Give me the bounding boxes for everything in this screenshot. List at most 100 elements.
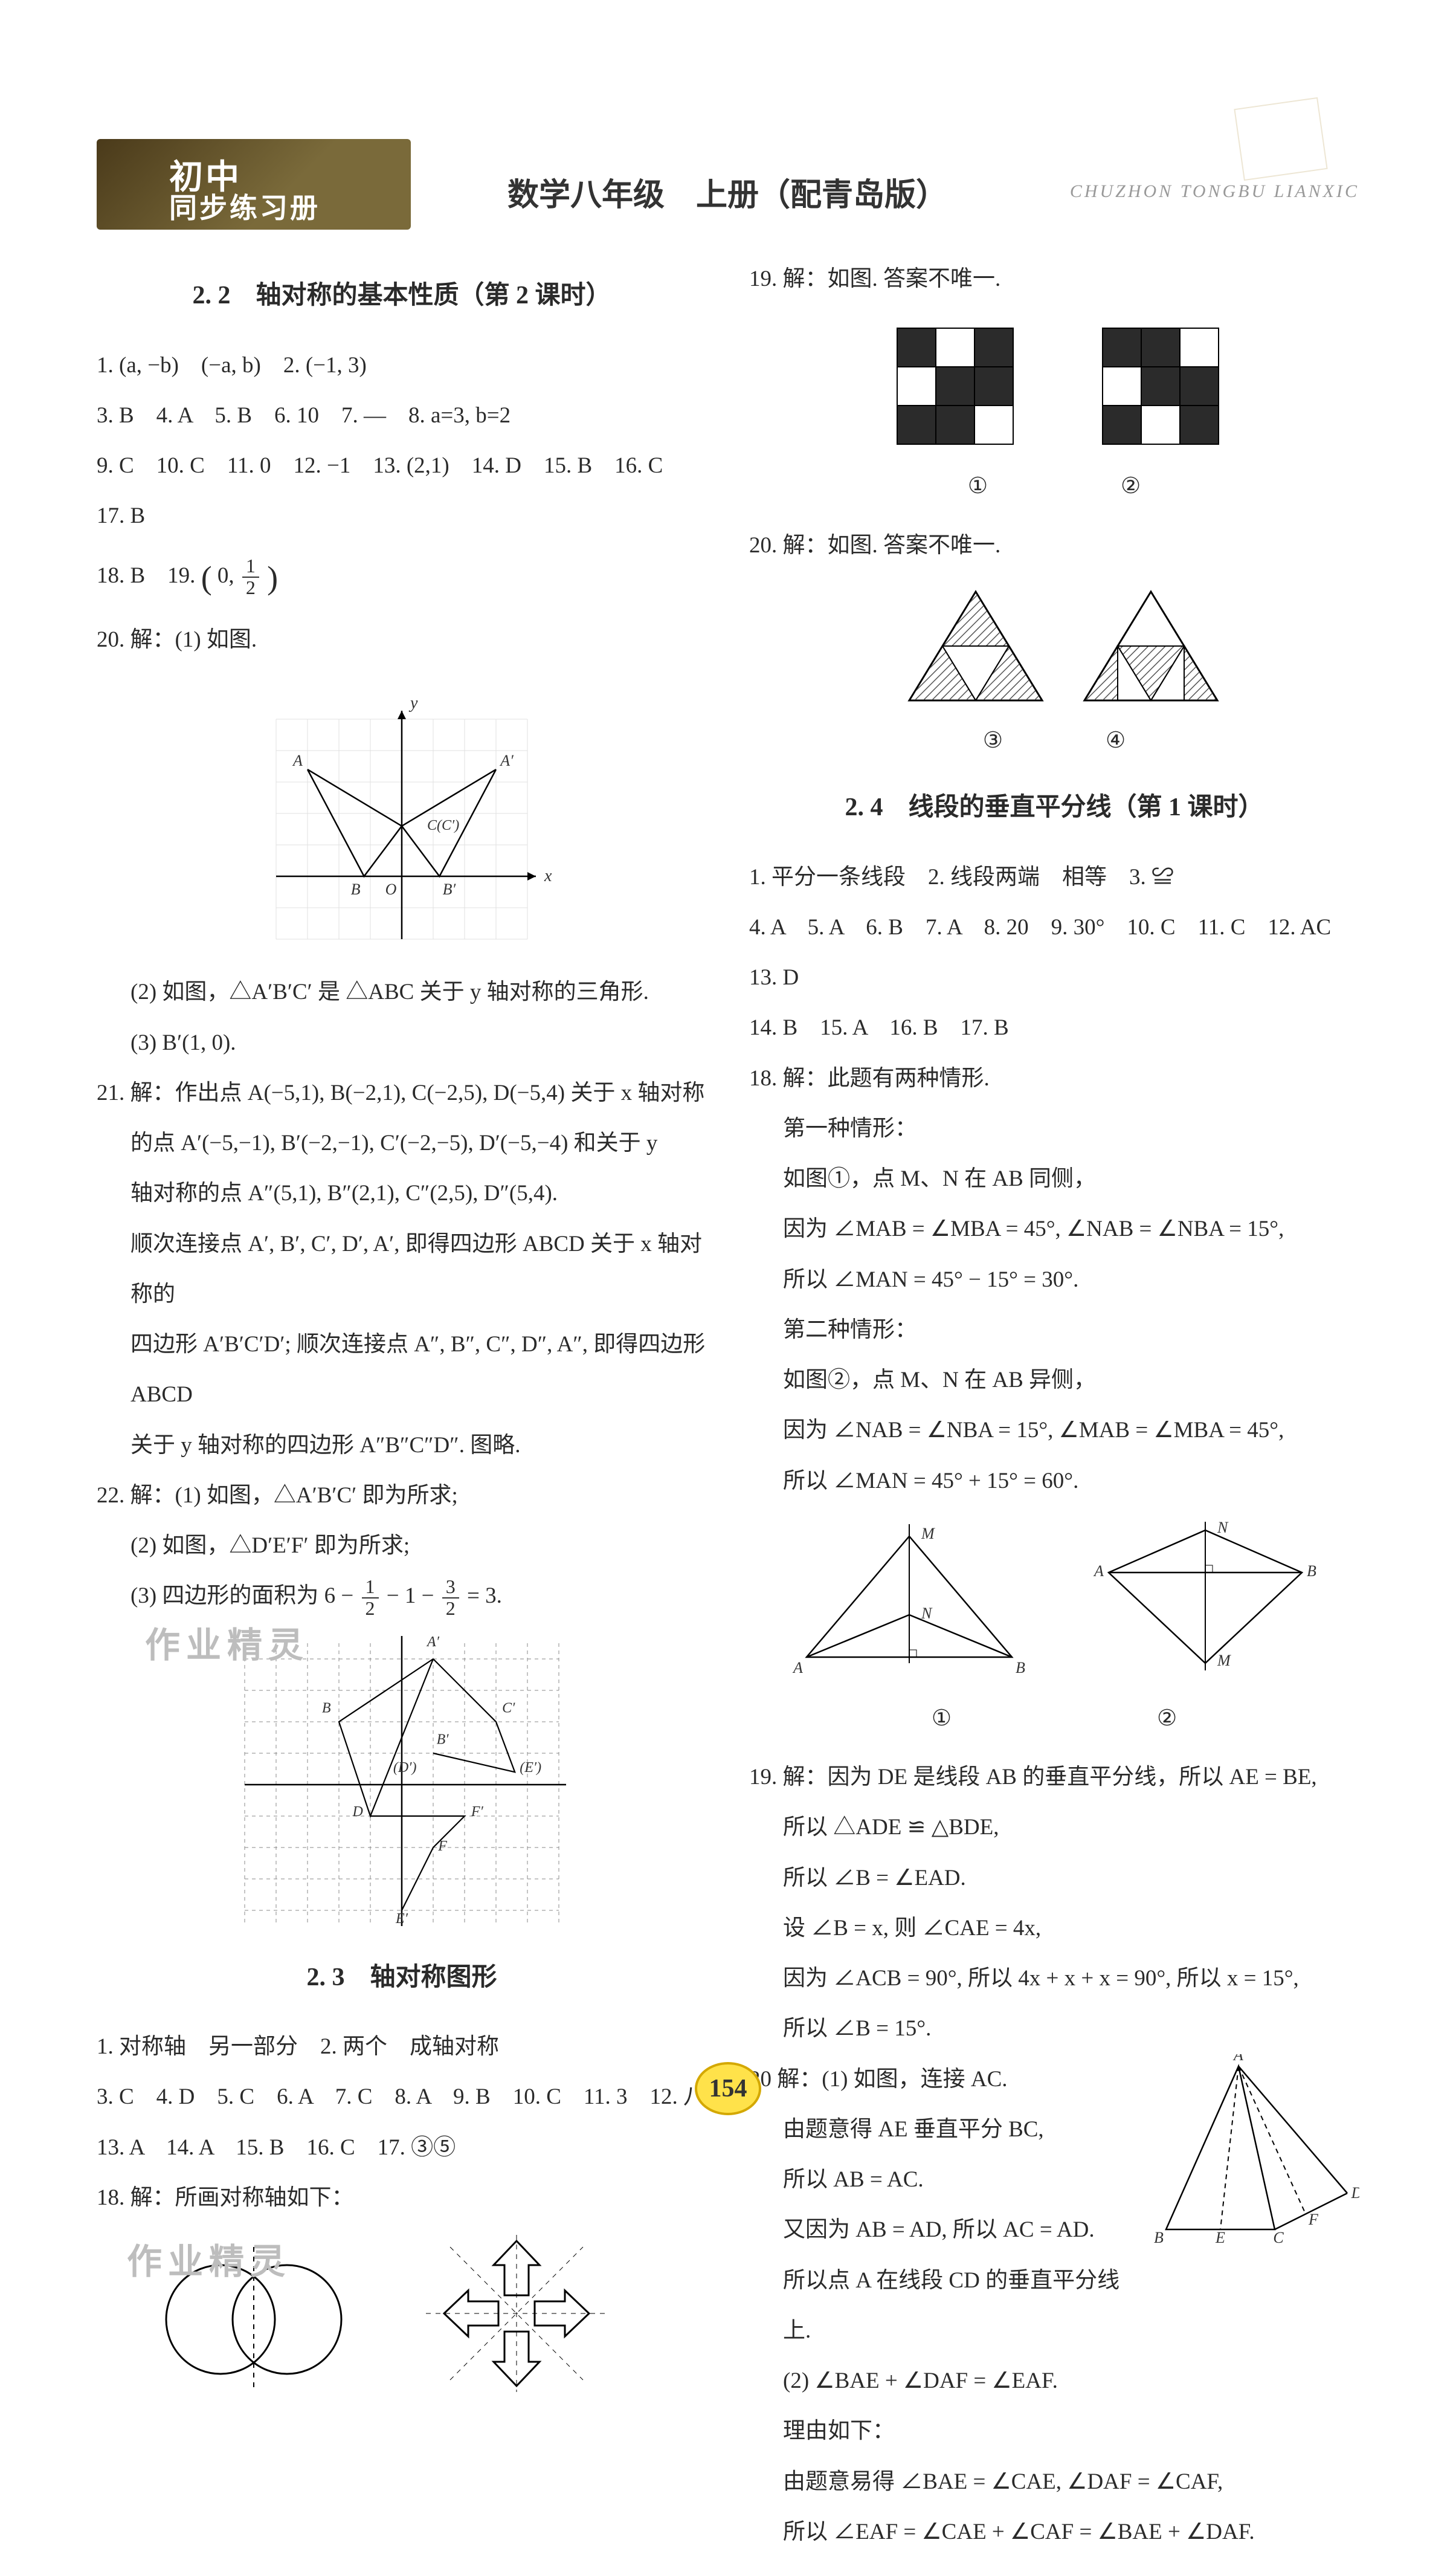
caption-row: ③ ④ <box>749 716 1359 766</box>
fraction: 3 2 <box>442 1577 459 1618</box>
two-triangles-figure: ABMNABNM <box>782 1518 1326 1687</box>
svg-text:B: B <box>1016 1659 1025 1676</box>
grid-answers-figure <box>825 316 1284 455</box>
section-2-4-title: 2. 4 线段的垂直平分线（第 1 课时） <box>749 779 1359 836</box>
frac-den: 2 <box>442 1599 459 1619</box>
frac-num: 3 <box>442 1577 459 1599</box>
answer-line: 3. B 4. A 5. B 6. 10 7. — 8. a=3, b=2 <box>97 390 707 441</box>
logo-line2: 同步练习册 <box>169 186 320 226</box>
coord-graph-1: xyAA′BB′OC(C′) <box>239 677 565 961</box>
svg-text:A: A <box>792 1659 803 1676</box>
q19r-head: 19. 解：如图. 答案不唯一. <box>749 254 1359 304</box>
q20r2-line: 所以点 A 在线段 CD 的垂直平分线上. <box>749 2255 1142 2356</box>
q20r2-line: 20 解：(1) 如图，连接 AC. <box>749 2054 1142 2104</box>
answer-line: 1. 对称轴 另一部分 2. 两个 成轴对称 <box>97 2022 707 2072</box>
fraction-1-2: 1 2 <box>242 556 259 598</box>
q20r2-line: 所以 ∠EAF = ∠CAE + ∠CAF = ∠BAE + ∠DAF. <box>749 2507 1359 2557</box>
q18r-line: 第一种情形： <box>749 1104 1359 1154</box>
svg-text:(E′): (E′) <box>520 1760 541 1776</box>
q20r2-line: 又因为 AB = AD, 所以 AC = AD. <box>749 2205 1142 2255</box>
header-stamp-icon <box>1234 97 1327 181</box>
triangle-answers-figure <box>861 583 1248 710</box>
q18r-line: 第二种情形： <box>749 1305 1359 1355</box>
q18r-line: 所以 ∠MAN = 45° + 15° = 60°. <box>749 1456 1359 1506</box>
svg-text:B′: B′ <box>437 1731 449 1747</box>
svg-text:F′: F′ <box>471 1804 484 1820</box>
svg-text:B: B <box>322 1700 331 1716</box>
q19r2-line: 所以 ∠B = ∠EAD. <box>749 1853 1359 1903</box>
answer-line: 4. A 5. A 6. B 7. A 8. 20 9. 30° 10. C 1… <box>749 902 1359 1003</box>
q19r2-line: 因为 ∠ACB = 90°, 所以 4x + x + x = 90°, 所以 x… <box>749 1953 1359 2003</box>
svg-text:D: D <box>1351 2184 1359 2202</box>
q18r-line: 因为 ∠MAB = ∠MBA = 45°, ∠NAB = ∠NBA = 15°, <box>749 1204 1359 1254</box>
svg-text:A′: A′ <box>499 752 514 769</box>
svg-text:E: E <box>1215 2229 1225 2246</box>
tri-caption-2: ② <box>1157 1693 1177 1744</box>
frac-den: 2 <box>242 578 259 598</box>
caption-row: ① ② <box>749 461 1359 511</box>
page-number: 154 <box>695 2062 761 2115</box>
svg-text:B: B <box>351 881 361 898</box>
page-title: 数学八年级 上册（配青岛版） <box>507 169 947 215</box>
caption-2: ② <box>1121 461 1141 511</box>
answer-line: 13. A 14. A 15. B 16. C 17. ③⑤ <box>97 2122 707 2173</box>
answer-line: 1. (a, −b) (−a, b) 2. (−1, 3) <box>97 340 707 390</box>
q22-line1: 22. 解：(1) 如图，△A′B′C′ 即为所求; <box>97 1470 707 1521</box>
frac-num: 1 <box>362 1577 379 1599</box>
svg-text:A′: A′ <box>426 1634 440 1650</box>
q20-label: 20. 解：(1) 如图. <box>97 615 707 665</box>
q19r2-line: 所以 ∠B = 15°. <box>749 2003 1359 2054</box>
q19r2-line: 19. 解：因为 DE 是线段 AB 的垂直平分线，所以 AE = BE, <box>749 1752 1359 1802</box>
svg-text:D: D <box>352 1804 363 1820</box>
q21-line: 顺次连接点 A′, B′, C′, D′, A′, 即得四边形 ABCD 关于 … <box>97 1219 707 1320</box>
answer-line: 1. 平分一条线段 2. 线段两端 相等 3. ≌ <box>749 852 1359 902</box>
answer-line: 14. B 15. A 16. B 17. B <box>749 1003 1359 1053</box>
q20-triangle-figure: ABCDEF <box>1154 2054 1359 2248</box>
svg-text:C: C <box>1273 2229 1284 2246</box>
paren-close: ) <box>267 560 278 596</box>
q22-3c: = 3. <box>467 1583 502 1608</box>
caption-4: ④ <box>1106 716 1126 766</box>
svg-text:A: A <box>1232 2054 1243 2064</box>
right-column: 19. 解：如图. 答案不唯一. ① ② 20. 解：如图. 答案不唯一. ③ … <box>749 254 1359 2060</box>
svg-text:N: N <box>921 1605 933 1622</box>
svg-text:F: F <box>1308 2211 1319 2228</box>
frac-den: 2 <box>362 1599 379 1619</box>
svg-text:F: F <box>437 1838 447 1854</box>
q20r2-line: 由题意得 AE 垂直平分 BC, <box>749 2104 1142 2155</box>
svg-text:B′: B′ <box>443 881 456 898</box>
paren-open: ( <box>201 560 212 596</box>
caption-row: ① ② <box>749 1693 1359 1744</box>
svg-text:A: A <box>1093 1562 1104 1580</box>
svg-text:E′: E′ <box>395 1910 408 1926</box>
q20r2-line: 由题意易得 ∠BAE = ∠CAE, ∠DAF = ∠CAF, <box>749 2457 1359 2507</box>
q19-zero: 0, <box>217 563 240 588</box>
tri-caption-1: ① <box>932 1693 952 1744</box>
svg-text:A: A <box>292 752 303 769</box>
q20r2-line: 理由如下： <box>749 2406 1142 2456</box>
q20r2-line: (2) ∠BAE + ∠DAF = ∠EAF. <box>749 2356 1142 2406</box>
q18r-line: 因为 ∠NAB = ∠NBA = 15°, ∠MAB = ∠MBA = 45°, <box>749 1405 1359 1455</box>
q22-3a: (3) 四边形的面积为 6 − <box>130 1583 359 1608</box>
fraction: 1 2 <box>362 1577 379 1618</box>
q21-line: 轴对称的点 A″(5,1), B″(2,1), C″(2,5), D″(5,4)… <box>97 1168 707 1218</box>
answer-line-18-19: 18. B 19. ( 0, 1 2 ) <box>97 541 707 615</box>
svg-text:O: O <box>385 881 397 898</box>
q21-line: 的点 A′(−5,−1), B′(−2,−1), C′(−2,−5), D′(−… <box>97 1118 707 1168</box>
svg-text:x: x <box>544 867 552 885</box>
q22-line2: (2) 如图，△D′E′F′ 即为所求; <box>97 1521 707 1571</box>
header-pinyin: CHUZHON TONGBU LIANXIC <box>1070 181 1359 202</box>
frac-num: 1 <box>242 556 259 578</box>
q19r2-line: 设 ∠B = x, 则 ∠CAE = 4x, <box>749 1903 1359 1953</box>
answer-line: 9. C 10. C 11. 0 12. −1 13. (2,1) 14. D … <box>97 441 707 541</box>
svg-text:M: M <box>1217 1652 1231 1669</box>
q21-line: 关于 y 轴对称的四边形 A″B″C″D″. 图略. <box>97 1420 707 1470</box>
svg-text:C′: C′ <box>502 1700 515 1716</box>
q18r-line: 18. 解：此题有两种情形. <box>749 1053 1359 1104</box>
page-number-badge: 154 <box>695 2062 761 2115</box>
svg-text:(D′): (D′) <box>393 1760 417 1776</box>
caption-1: ① <box>968 461 988 511</box>
svg-text:y: y <box>408 694 418 713</box>
caption-3: ③ <box>983 716 1003 766</box>
q20-part3: (3) B′(1, 0). <box>97 1018 707 1068</box>
